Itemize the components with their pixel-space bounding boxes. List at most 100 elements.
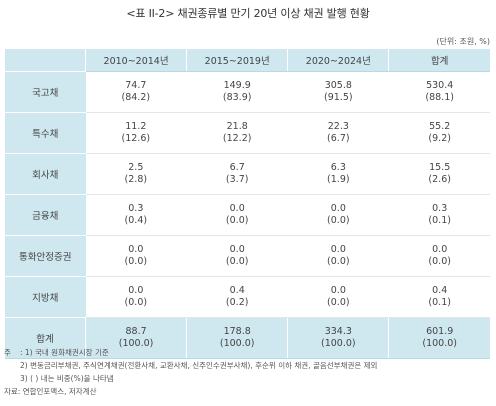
- table-row: 금융채 0.3 (0.4) 0.0 (0.0) 0.0 (0.0) 0.3 (0.1): [5, 194, 490, 236]
- value-cell: 149.9 (83.9): [186, 71, 288, 113]
- share-value: (91.5): [324, 92, 353, 103]
- share-value: (0.0): [124, 297, 148, 308]
- value-cell: 74.7 (84.2): [85, 71, 187, 113]
- amount-value: 0.3: [128, 203, 144, 214]
- header-2020-2024: 2020~2024년: [287, 49, 389, 72]
- amount-value: 0.0: [229, 203, 245, 214]
- value-cell: 15.5 (2.6): [388, 153, 490, 195]
- share-value: (0.0): [225, 215, 249, 226]
- amount-value: 6.7: [229, 162, 245, 173]
- value-cell: 0.3 (0.4): [85, 194, 187, 236]
- row-label: 금융채: [5, 194, 86, 236]
- amount-value: 0.0: [330, 203, 346, 214]
- share-value: (0.0): [327, 256, 350, 267]
- note-line-1: 주 : 1) 국내 원화채권시장 기준: [4, 346, 492, 359]
- bond-issuance-table: 2010~2014년 2015~2019년 2020~2024년 합계 국고채 7…: [5, 49, 490, 359]
- share-value: (12.2): [222, 133, 252, 144]
- share-value: (0.4): [124, 215, 148, 226]
- amount-value: 334.3: [324, 326, 352, 337]
- table-title: <표 II-2> 채권종류별 만기 20년 이상 채권 발행 현황: [126, 7, 370, 20]
- note-line-2: 2) 변동금리부채권, 주식연계채권(전환사채, 교환사채, 신주인수권부사채)…: [4, 359, 492, 372]
- amount-value: 0.4: [229, 285, 245, 296]
- share-value: (0.0): [327, 297, 350, 308]
- header-row: 2010~2014년 2015~2019년 2020~2024년 합계: [5, 49, 490, 72]
- value-cell: 6.3 (1.9): [287, 153, 389, 195]
- value-cell: 22.3 (6.7): [287, 112, 389, 154]
- note-prefix: 주: [4, 348, 11, 357]
- total-row: 합계 88.7 (100.0) 178.8 (100.0) 334.3 (100.0) 601…: [5, 317, 490, 359]
- share-value: (100.0): [219, 338, 255, 349]
- amount-value: 22.3: [327, 121, 349, 132]
- value-cell: 178.8 (100.0): [186, 317, 288, 359]
- row-label: 지방채: [5, 276, 86, 318]
- share-value: (0.0): [124, 256, 148, 267]
- share-value: (0.2): [225, 297, 249, 308]
- amount-value: 6.3: [330, 162, 346, 173]
- value-cell: 0.0 (0.0): [287, 194, 389, 236]
- share-value: (0.1): [428, 297, 451, 308]
- row-label: 합계: [5, 317, 86, 359]
- value-cell: 11.2 (12.6): [85, 112, 187, 154]
- share-value: (2.6): [428, 174, 451, 185]
- value-cell: 601.9 (100.0): [388, 317, 490, 359]
- amount-value: 55.2: [429, 121, 451, 132]
- share-value: (3.7): [225, 174, 249, 185]
- share-value: (2.8): [124, 174, 148, 185]
- value-cell: 55.2 (9.2): [388, 112, 490, 154]
- value-cell: 0.3 (0.1): [388, 194, 490, 236]
- value-cell: 530.4 (88.1): [388, 71, 490, 113]
- notes: 주 : 1) 국내 원화채권시장 기준 2) 변동금리부채권, 주식연계채권(전환…: [4, 346, 492, 398]
- amount-value: 2.5: [128, 162, 144, 173]
- value-cell: 21.8 (12.2): [186, 112, 288, 154]
- share-value: (100.0): [118, 338, 154, 349]
- share-value: (88.1): [425, 92, 454, 103]
- amount-value: 74.7: [125, 80, 147, 91]
- note-text-1: : 1) 국내 원화채권시장 기준: [20, 348, 109, 357]
- share-value: (100.0): [422, 338, 457, 349]
- row-label: 국고채: [5, 71, 86, 113]
- amount-value: 0.0: [128, 285, 144, 296]
- value-cell: 0.0 (0.0): [85, 276, 187, 318]
- value-cell: 88.7 (100.0): [84, 317, 187, 359]
- value-cell: 6.7 (3.7): [186, 153, 288, 195]
- amount-value: 21.8: [226, 121, 248, 132]
- amount-value: 15.5: [429, 162, 451, 173]
- value-cell: 0.4 (0.1): [388, 276, 490, 318]
- note-line-3: 3) ( ) 내는 비중(%)을 나타냄: [4, 372, 492, 385]
- share-value: (0.0): [225, 256, 249, 267]
- header-corner: [5, 49, 86, 72]
- amount-value: 0.4: [432, 285, 448, 296]
- amount-value: 88.7: [125, 326, 147, 337]
- unit-label: (단위: 조원, %): [436, 37, 490, 46]
- table-row: 회사채 2.5 (2.8) 6.7 (3.7) 6.3 (1.9) 15.5 (2.6): [5, 153, 490, 195]
- amount-value: 178.8: [223, 326, 251, 337]
- share-value: (0.0): [428, 256, 451, 267]
- amount-value: 0.0: [330, 285, 346, 296]
- amount-value: 530.4: [426, 80, 454, 91]
- share-value: (12.6): [121, 133, 151, 144]
- value-cell: 0.0 (0.0): [287, 276, 389, 318]
- row-label: 특수채: [5, 112, 86, 154]
- value-cell: 305.8 (91.5): [287, 71, 389, 113]
- amount-value: 0.0: [229, 244, 245, 255]
- share-value: (83.9): [222, 92, 252, 103]
- source-line: 자료: 연합인포맥스, 저자계산: [4, 387, 97, 396]
- share-value: (9.2): [428, 133, 451, 144]
- table-row: 특수채 11.2 (12.6) 21.8 (12.2) 22.3 (6.7) 55.2 (9.2…: [5, 112, 490, 154]
- amount-value: 149.9: [223, 80, 251, 91]
- note-text-3: 3) ( ) 내는 비중(%)을 나타냄: [20, 374, 114, 383]
- amount-value: 0.0: [128, 244, 144, 255]
- amount-value: 0.0: [432, 244, 448, 255]
- table-row: 통화안정증권 0.0 (0.0) 0.0 (0.0) 0.0 (0.0) 0.0 (0.0): [5, 235, 490, 277]
- share-value: (6.7): [327, 133, 350, 144]
- table-row: 지방채 0.0 (0.0) 0.4 (0.2) 0.0 (0.0) 0.4 (0.1): [5, 276, 490, 318]
- value-cell: 0.0 (0.0): [388, 235, 490, 277]
- value-cell: 2.5 (2.8): [85, 153, 187, 195]
- share-value: (100.0): [321, 338, 356, 349]
- value-cell: 0.4 (0.2): [186, 276, 288, 318]
- header-2015-2019: 2015~2019년: [186, 49, 288, 72]
- note-text-2: 2) 변동금리부채권, 주식연계채권(전환사채, 교환사채, 신주인수권부사채)…: [20, 361, 378, 370]
- amount-value: 305.8: [324, 80, 352, 91]
- header-2010-2014: 2010~2014년: [84, 49, 187, 72]
- value-cell: 334.3 (100.0): [287, 317, 389, 359]
